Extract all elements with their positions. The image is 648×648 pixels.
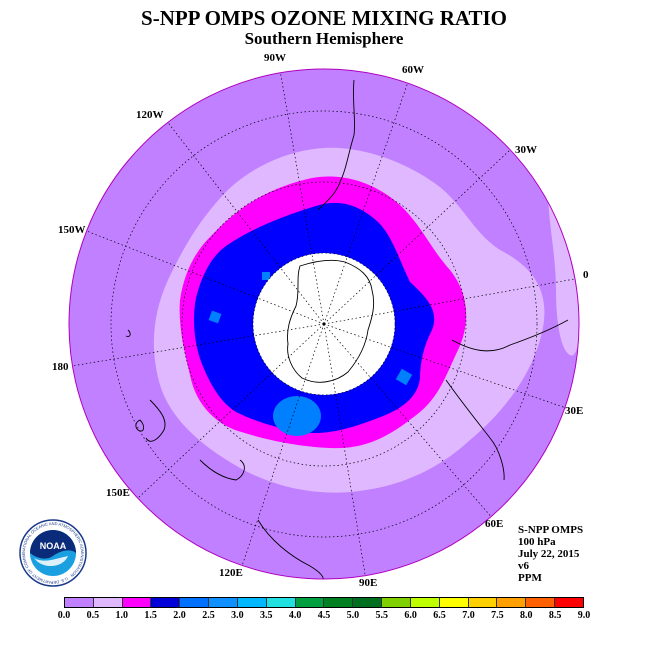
- colorbar-swatch: [180, 598, 210, 607]
- colorbar-tick-label: 3.0: [231, 610, 244, 621]
- colorbar-tick-label: 7.5: [491, 610, 504, 621]
- colorbar-tick-label: 1.5: [144, 610, 157, 621]
- colorbar-tick-label: 7.0: [462, 610, 475, 621]
- info-units: PPM: [518, 572, 542, 584]
- colorbar-swatch: [295, 598, 325, 607]
- contour-2-0-patch-small-2: [208, 310, 222, 324]
- lon-label-30e: 30E: [565, 405, 583, 417]
- map-outline: [68, 68, 580, 580]
- info-instrument: S-NPP OMPS: [518, 524, 584, 536]
- colorbar-swatch: [382, 598, 411, 607]
- colorbar-tick-label: 4.5: [317, 610, 331, 621]
- colorbar-tick-label: 4.0: [288, 610, 302, 621]
- colorbar-tick-label: 1.0: [115, 610, 129, 621]
- chart-subtitle: Southern Hemisphere: [244, 29, 404, 48]
- lon-label-150w: 150W: [58, 224, 86, 236]
- colorbar-swatch: [93, 598, 123, 607]
- chart-title: S-NPP OMPS OZONE MIXING RATIO: [141, 6, 507, 30]
- lon-label-180: 180: [52, 361, 69, 373]
- lon-label-30w: 30W: [515, 144, 537, 156]
- colorbar-swatch: [526, 598, 556, 607]
- info-version: v6: [518, 560, 529, 572]
- colorbar-tick-label: 5.0: [346, 610, 360, 621]
- colorbar-swatch: [410, 598, 440, 607]
- lon-label-90e: 90E: [359, 577, 377, 589]
- info-block: S-NPP OMPS 100 hPa July 22, 2015 v6 PPM: [518, 524, 583, 584]
- lon-label-0: 0: [583, 269, 589, 281]
- colorbar-tick-label: 0.0: [57, 610, 71, 621]
- lon-label-150e: 150E: [106, 487, 130, 499]
- graticule: [71, 69, 579, 579]
- colorbar-swatch: [266, 598, 296, 607]
- contour-2-0-patch-small-1: [395, 368, 413, 386]
- colorbar-tick-label: 2.0: [173, 610, 186, 621]
- colorbar-tick-label: 2.5: [202, 610, 215, 621]
- lon-label-60e: 60E: [485, 518, 503, 530]
- coastlines: [125, 79, 569, 579]
- colorbar-ticks: 0.0 0.5 1.0 1.5 2.0 2.5 3.0 3.5 4.0 4.5 5.0 5.5 6.0 6…: [58, 610, 591, 624]
- lon-label-90w: 90W: [264, 52, 286, 64]
- info-pressure-level: 100 hPa: [518, 536, 556, 548]
- colorbar-tick-label: 6.0: [404, 610, 417, 621]
- colorbar-swatch: [122, 598, 152, 607]
- colorbar-swatch: [353, 598, 383, 607]
- colorbar-tick-label: 9.0: [577, 610, 591, 621]
- noaa-logo: NATIONAL OCEANIC AND ATMOSPHERIC ADMINIS…: [18, 518, 87, 587]
- colorbar-swatch: [151, 598, 181, 607]
- colorbar-swatch: [468, 598, 498, 607]
- contour-2-0-patch-small-3: [262, 272, 270, 280]
- lon-label-60w: 60W: [402, 64, 424, 76]
- colorbar-swatch: [439, 598, 469, 607]
- colorbar-swatch: [65, 598, 94, 607]
- colorbar-tick-label: 8.5: [548, 610, 562, 621]
- noaa-logo-text: NOAA: [40, 541, 67, 551]
- colorbar-tick-label: 3.5: [259, 610, 273, 621]
- colorbar-swatch: [555, 598, 583, 607]
- colorbar-tick-label: 0.5: [86, 610, 100, 621]
- colorbar-swatch: [237, 598, 267, 607]
- lon-label-120e: 120E: [219, 567, 243, 579]
- colorbar-tick-label: 8.0: [519, 610, 533, 621]
- contour-2-0-patch-large: [273, 396, 321, 436]
- colorbar-swatch: [209, 598, 238, 607]
- contour-edge-band: [548, 200, 579, 356]
- lon-label-120w: 120W: [136, 109, 164, 121]
- colorbar-tick-label: 6.5: [433, 610, 446, 621]
- colorbar: [64, 597, 584, 608]
- colorbar-swatch: [497, 598, 527, 607]
- info-date: July 22, 2015: [518, 548, 580, 560]
- colorbar-swatch: [324, 598, 354, 607]
- colorbar-tick-label: 5.5: [375, 610, 389, 621]
